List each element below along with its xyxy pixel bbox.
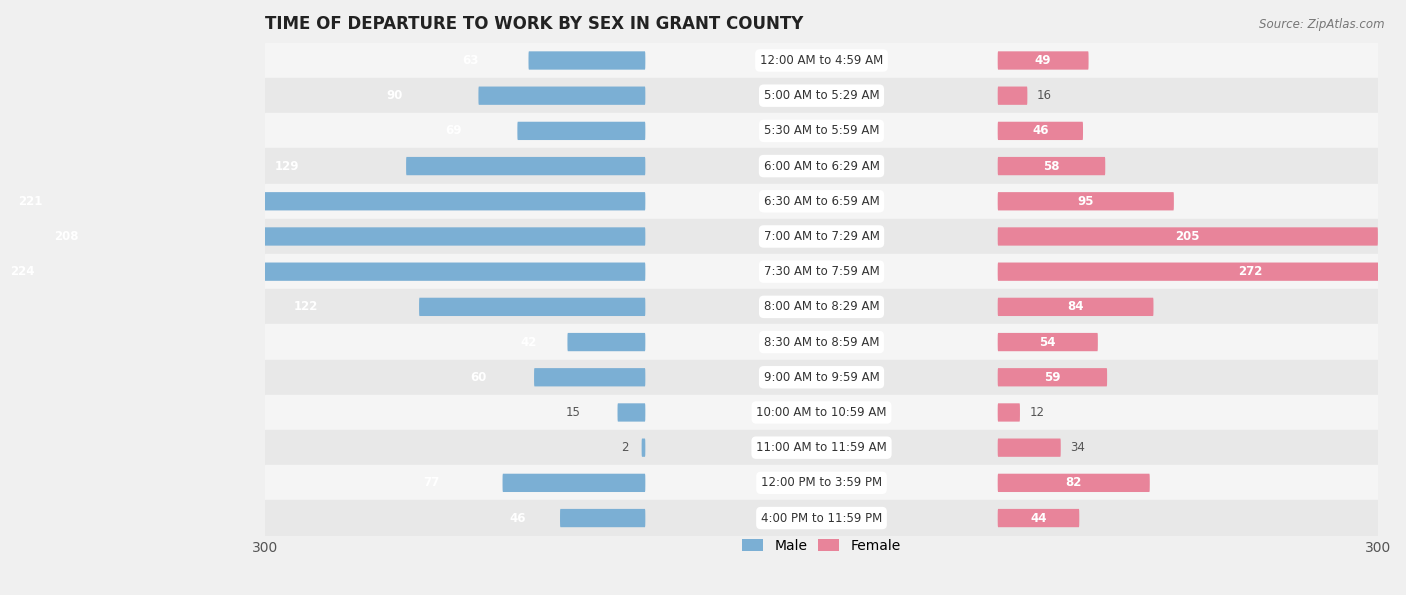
Text: 5:30 AM to 5:59 AM: 5:30 AM to 5:59 AM [763, 124, 879, 137]
Bar [266, 113, 1378, 149]
Bar [266, 465, 1378, 500]
FancyBboxPatch shape [998, 439, 1060, 457]
Text: 129: 129 [274, 159, 298, 173]
Text: Source: ZipAtlas.com: Source: ZipAtlas.com [1260, 18, 1385, 31]
Text: 95: 95 [1077, 195, 1094, 208]
Text: 10:00 AM to 10:59 AM: 10:00 AM to 10:59 AM [756, 406, 887, 419]
Bar [266, 219, 1378, 254]
FancyBboxPatch shape [998, 157, 1105, 176]
FancyBboxPatch shape [998, 403, 1019, 422]
Text: 9:00 AM to 9:59 AM: 9:00 AM to 9:59 AM [763, 371, 879, 384]
FancyBboxPatch shape [998, 368, 1107, 386]
Text: 59: 59 [1045, 371, 1060, 384]
Text: 272: 272 [1237, 265, 1263, 278]
FancyBboxPatch shape [529, 51, 645, 70]
Text: 12: 12 [1029, 406, 1045, 419]
Bar [266, 430, 1378, 465]
FancyBboxPatch shape [231, 262, 645, 281]
Legend: Male, Female: Male, Female [737, 533, 907, 558]
Text: 82: 82 [1066, 477, 1083, 489]
Text: 205: 205 [1175, 230, 1201, 243]
FancyBboxPatch shape [998, 122, 1083, 140]
FancyBboxPatch shape [502, 474, 645, 492]
FancyBboxPatch shape [235, 192, 645, 211]
Text: 8:30 AM to 8:59 AM: 8:30 AM to 8:59 AM [763, 336, 879, 349]
Text: 122: 122 [294, 300, 318, 314]
FancyBboxPatch shape [998, 262, 1406, 281]
Text: 46: 46 [509, 512, 526, 525]
Text: 208: 208 [55, 230, 79, 243]
FancyBboxPatch shape [560, 509, 645, 527]
Text: 49: 49 [1035, 54, 1052, 67]
FancyBboxPatch shape [998, 509, 1080, 527]
Text: 69: 69 [446, 124, 461, 137]
Text: 12:00 PM to 3:59 PM: 12:00 PM to 3:59 PM [761, 477, 882, 489]
Text: 15: 15 [565, 406, 581, 419]
FancyBboxPatch shape [998, 298, 1153, 316]
FancyBboxPatch shape [998, 192, 1174, 211]
Text: 58: 58 [1043, 159, 1060, 173]
Bar [266, 395, 1378, 430]
Text: 42: 42 [520, 336, 537, 349]
FancyBboxPatch shape [478, 86, 645, 105]
FancyBboxPatch shape [998, 474, 1150, 492]
FancyBboxPatch shape [419, 298, 645, 316]
Text: 90: 90 [387, 89, 404, 102]
FancyBboxPatch shape [998, 86, 1028, 105]
FancyBboxPatch shape [998, 333, 1098, 351]
Bar [266, 324, 1378, 359]
Text: 7:00 AM to 7:29 AM: 7:00 AM to 7:29 AM [763, 230, 880, 243]
Text: 12:00 AM to 4:59 AM: 12:00 AM to 4:59 AM [759, 54, 883, 67]
Text: 221: 221 [18, 195, 42, 208]
FancyBboxPatch shape [998, 51, 1088, 70]
FancyBboxPatch shape [517, 122, 645, 140]
FancyBboxPatch shape [568, 333, 645, 351]
Text: TIME OF DEPARTURE TO WORK BY SEX IN GRANT COUNTY: TIME OF DEPARTURE TO WORK BY SEX IN GRAN… [266, 15, 804, 33]
Bar [266, 289, 1378, 324]
FancyBboxPatch shape [641, 439, 645, 457]
Bar [266, 78, 1378, 113]
Text: 224: 224 [10, 265, 35, 278]
FancyBboxPatch shape [406, 157, 645, 176]
FancyBboxPatch shape [998, 227, 1378, 246]
Text: 2: 2 [621, 441, 628, 454]
Bar [266, 149, 1378, 184]
Text: 46: 46 [1032, 124, 1049, 137]
Text: 7:30 AM to 7:59 AM: 7:30 AM to 7:59 AM [763, 265, 879, 278]
Text: 6:00 AM to 6:29 AM: 6:00 AM to 6:29 AM [763, 159, 880, 173]
Bar [266, 43, 1378, 78]
Text: 54: 54 [1039, 336, 1056, 349]
Text: 34: 34 [1070, 441, 1085, 454]
FancyBboxPatch shape [617, 403, 645, 422]
Text: 4:00 PM to 11:59 PM: 4:00 PM to 11:59 PM [761, 512, 882, 525]
Text: 6:30 AM to 6:59 AM: 6:30 AM to 6:59 AM [763, 195, 879, 208]
Text: 44: 44 [1031, 512, 1046, 525]
Text: 11:00 AM to 11:59 AM: 11:00 AM to 11:59 AM [756, 441, 887, 454]
Text: 77: 77 [423, 477, 439, 489]
Text: 60: 60 [470, 371, 486, 384]
Text: 63: 63 [463, 54, 478, 67]
Text: 8:00 AM to 8:29 AM: 8:00 AM to 8:29 AM [763, 300, 879, 314]
Bar [266, 359, 1378, 395]
Bar [266, 184, 1378, 219]
Text: 16: 16 [1036, 89, 1052, 102]
Bar [266, 500, 1378, 536]
FancyBboxPatch shape [534, 368, 645, 386]
Text: 84: 84 [1067, 300, 1084, 314]
Text: 5:00 AM to 5:29 AM: 5:00 AM to 5:29 AM [763, 89, 879, 102]
FancyBboxPatch shape [260, 227, 645, 246]
Bar [266, 254, 1378, 289]
